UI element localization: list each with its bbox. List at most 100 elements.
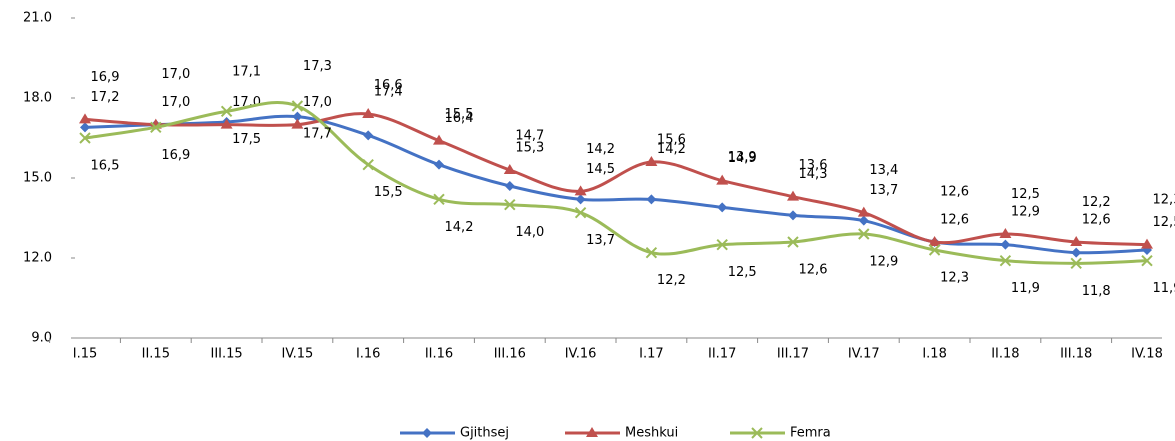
point: [422, 428, 432, 438]
x-tick-label: II.16: [425, 347, 453, 362]
point: [220, 118, 233, 129]
y-tick-label: 12.0: [23, 251, 52, 266]
series-line: [84, 101, 1148, 265]
point: [787, 190, 799, 201]
data-label: 17,7: [303, 127, 332, 142]
point: [362, 158, 374, 171]
point: [434, 159, 444, 170]
point: [645, 246, 658, 259]
x-tick-label: III.17: [777, 347, 809, 362]
data-label: 12,3: [940, 271, 969, 286]
point: [788, 210, 798, 221]
data-label: 13,6: [799, 158, 828, 173]
data-label: 13,4: [869, 163, 898, 178]
legend-label: Meshkui: [625, 426, 678, 441]
point: [857, 206, 870, 217]
point: [80, 122, 90, 133]
point: [646, 194, 657, 205]
point: [363, 130, 374, 141]
point: [586, 427, 598, 437]
data-label: 17,3: [303, 59, 332, 74]
data-label: 14,5: [586, 162, 615, 177]
x-tick-label: I.16: [356, 347, 381, 362]
point: [1070, 257, 1082, 270]
data-label: 12,9: [869, 255, 898, 270]
series-line: [84, 112, 1148, 247]
data-label: 14,3: [799, 167, 828, 182]
point: [504, 181, 515, 191]
data-label: 12,5: [728, 265, 757, 280]
data-label: 17,2: [91, 90, 120, 105]
point: [220, 105, 233, 118]
data-label: 11,8: [1082, 284, 1111, 299]
data-label: 12,6: [940, 185, 969, 200]
y-tick-label: 9.0: [31, 331, 52, 346]
data-label: 17,0: [161, 67, 190, 82]
point: [292, 111, 303, 122]
data-label: 11,9: [1011, 281, 1040, 296]
data-label: 12,6: [1082, 213, 1111, 228]
point: [433, 134, 445, 145]
data-label: 16,6: [374, 78, 403, 93]
point: [291, 100, 304, 112]
point: [858, 228, 870, 240]
data-label: 16,4: [445, 111, 474, 126]
data-label: 12,5: [1011, 187, 1040, 202]
x-tick-label: I.18: [922, 347, 947, 362]
data-label: 12,2: [657, 273, 686, 288]
data-label: 13,7: [869, 183, 898, 198]
point: [999, 254, 1012, 267]
x-tick-label: IV.15: [282, 347, 314, 362]
x-tick-label: IV.16: [565, 347, 597, 362]
point: [1070, 236, 1083, 246]
x-tick-label: III.18: [1060, 347, 1092, 362]
data-label: 12,3: [1153, 193, 1175, 208]
y-tick-label: 21.0: [23, 11, 52, 26]
data-label: 15,6: [657, 133, 686, 148]
data-label: 14,2: [586, 142, 615, 157]
x-tick-label: IV.17: [848, 347, 880, 362]
x-tick-label: I.15: [73, 347, 98, 362]
point: [999, 228, 1012, 238]
data-label: 15,5: [374, 185, 403, 200]
data-label: 12,6: [940, 213, 969, 228]
data-label: 12,9: [1011, 205, 1040, 220]
x-tick-label: II.15: [142, 347, 170, 362]
point: [928, 236, 941, 246]
x-tick-label: III.16: [494, 347, 526, 362]
data-label: 14,0: [515, 225, 544, 240]
data-label: 14,2: [657, 142, 686, 157]
point: [79, 113, 91, 124]
x-tick-label: III.15: [211, 347, 243, 362]
x-tick-label: I.17: [639, 347, 664, 362]
point: [645, 156, 658, 166]
point: [150, 121, 162, 134]
data-label: 12,2: [1082, 195, 1111, 210]
y-tick-label: 15.0: [23, 171, 52, 186]
point: [575, 194, 586, 205]
point: [1141, 254, 1153, 267]
data-label: 14,9: [728, 151, 757, 166]
point: [1071, 247, 1082, 258]
point: [751, 427, 763, 439]
data-label: 15,5: [445, 107, 474, 122]
point: [433, 193, 445, 206]
data-label: 11,9: [1153, 281, 1175, 296]
point: [787, 236, 799, 248]
data-label: 15,3: [515, 141, 544, 156]
point: [362, 108, 375, 118]
data-label: 16,5: [91, 159, 120, 174]
legend-label: Femra: [790, 426, 831, 441]
data-label: 13,7: [586, 233, 615, 248]
point: [574, 206, 587, 219]
data-label: 17,0: [161, 95, 190, 110]
x-tick-label: IV.18: [1131, 347, 1163, 362]
series-line: [84, 114, 1148, 255]
y-tick-label: 18.0: [23, 91, 52, 106]
point: [503, 164, 516, 174]
data-label: 16,9: [91, 70, 120, 85]
data-label: 14,2: [445, 220, 474, 235]
point: [79, 132, 91, 144]
legend-label: Gjithsej: [460, 426, 509, 441]
